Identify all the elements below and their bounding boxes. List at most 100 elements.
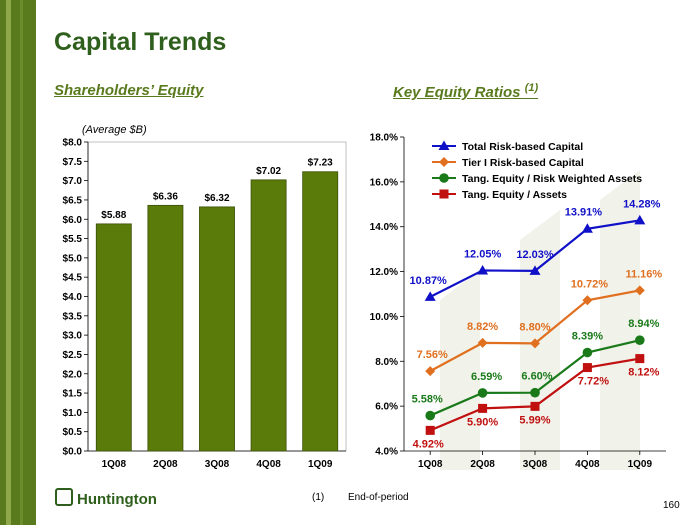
bar-y-tick-label: $6.0 <box>63 215 83 226</box>
footnote-marker: (1) <box>524 82 539 94</box>
line-x-tick-label: 1Q08 <box>418 459 443 470</box>
line-x-tick-label: 2Q08 <box>470 459 495 470</box>
bar-x-tick-label: 4Q08 <box>256 459 281 470</box>
bar <box>95 223 132 452</box>
line-x-tick-label: 4Q08 <box>575 459 600 470</box>
bar <box>250 179 287 452</box>
line-y-tick-label: 18.0% <box>370 133 398 144</box>
bar-y-tick-label: $7.5 <box>63 157 83 168</box>
page-number: 160 <box>663 500 680 511</box>
line-series <box>424 214 646 301</box>
line-x-tick-label: 3Q08 <box>523 459 548 470</box>
bar-y-tick-label: $5.5 <box>63 234 83 245</box>
bar-y-tick-label: $6.5 <box>63 195 83 206</box>
series-data-label: 11.16% <box>625 268 662 280</box>
line-series <box>425 285 645 377</box>
bar-y-tick-label: $2.0 <box>63 369 83 380</box>
line-y-tick-label: 8.0% <box>375 357 398 368</box>
bar <box>302 171 339 452</box>
series-marker <box>582 363 592 373</box>
background-shape <box>440 270 480 470</box>
legend-marker <box>439 173 449 183</box>
legend-label: Tang. Equity / Assets <box>462 189 567 201</box>
series-data-label: 8.82% <box>467 321 498 333</box>
bar-value-label: $6.36 <box>153 191 178 202</box>
page-title: Capital Trends <box>54 28 227 56</box>
bar-value-label: $7.02 <box>256 166 281 177</box>
series-marker <box>634 214 646 225</box>
series-marker <box>530 387 540 398</box>
bar-y-tick-label: $1.5 <box>63 389 83 400</box>
bar-y-tick-label: $8.0 <box>63 138 83 149</box>
bar-y-tick-label: $0.5 <box>63 427 83 438</box>
bar-y-tick-label: $4.0 <box>63 292 83 303</box>
bar-x-tick-label: 1Q09 <box>308 459 333 470</box>
series-data-label: 10.87% <box>410 275 448 287</box>
line-y-tick-label: 4.0% <box>375 447 398 458</box>
line-legend <box>432 140 456 199</box>
left-bar-stripe <box>20 0 23 525</box>
series-marker <box>477 264 489 275</box>
bar-y-tick-label: $3.5 <box>63 311 83 322</box>
left-decorative-bar <box>0 0 36 525</box>
bar-value-label: $5.88 <box>101 210 126 221</box>
bar-y-tick-label: $1.0 <box>63 408 83 419</box>
series-marker <box>581 223 593 233</box>
legend-label: Total Risk-based Capital <box>462 141 583 153</box>
series-marker <box>425 366 436 377</box>
line-x-tick-label: 1Q09 <box>628 459 653 470</box>
series-data-label: 8.39% <box>572 331 603 343</box>
series-marker <box>530 401 540 411</box>
legend-label: Tier I Risk-based Capital <box>462 157 584 169</box>
line-y-tick-label: 12.0% <box>370 267 398 278</box>
series-marker <box>424 291 436 301</box>
average-note: (Average $B) <box>82 124 147 136</box>
bar-y-tick-label: $5.0 <box>63 253 83 264</box>
series-marker <box>478 403 488 413</box>
series-marker <box>477 388 488 398</box>
bar-y-tick-label: $4.5 <box>63 273 83 284</box>
key-equity-ratios-label: Key Equity Ratios <box>393 84 521 101</box>
series-marker <box>477 337 488 348</box>
series-data-label: 10.72% <box>571 278 609 290</box>
series-marker <box>635 335 645 346</box>
series-data-label: 12.05% <box>464 248 502 260</box>
background-shape <box>600 170 640 470</box>
series-data-label: 5.90% <box>467 416 498 428</box>
left-bar-stripe <box>6 0 11 525</box>
series-marker <box>634 285 645 296</box>
series-data-label: 4.92% <box>413 438 444 450</box>
series-marker <box>425 410 436 421</box>
series-data-label: 7.56% <box>417 349 448 361</box>
line-series <box>425 335 645 421</box>
series-marker <box>582 347 593 358</box>
bar-y-tick-label: $3.0 <box>63 331 83 342</box>
legend-marker <box>439 189 449 199</box>
bar-y-tick-label: $2.5 <box>63 350 83 361</box>
bar <box>147 204 184 452</box>
bar-value-label: $7.23 <box>308 158 333 169</box>
series-data-label: 12.03% <box>516 249 554 261</box>
key-equity-ratios-subtitle: Key Equity Ratios (1) <box>393 82 538 101</box>
series-marker <box>530 338 540 349</box>
bar-x-tick-label: 1Q08 <box>102 459 127 470</box>
series-marker <box>582 295 593 306</box>
series-marker <box>425 425 435 435</box>
line-y-tick-label: 10.0% <box>370 312 398 323</box>
line-y-tick-label: 16.0% <box>370 177 398 188</box>
legend-marker <box>439 157 449 167</box>
legend-label: Tang. Equity / Risk Weighted Assets <box>462 173 642 185</box>
series-marker <box>635 354 645 364</box>
series-data-label: 7.72% <box>578 376 609 388</box>
series-data-label: 5.99% <box>519 414 550 426</box>
bar <box>199 206 235 452</box>
huntington-logo: Huntington <box>55 488 157 508</box>
series-data-label: 6.60% <box>521 371 552 383</box>
background-decoration <box>440 170 640 470</box>
legend-marker <box>438 140 450 150</box>
huntington-logo-icon <box>55 488 73 506</box>
shareholders-equity-subtitle: Shareholders’ Equity <box>54 82 204 99</box>
line-y-tick-label: 14.0% <box>370 222 398 233</box>
series-data-label: 13.91% <box>565 207 603 219</box>
